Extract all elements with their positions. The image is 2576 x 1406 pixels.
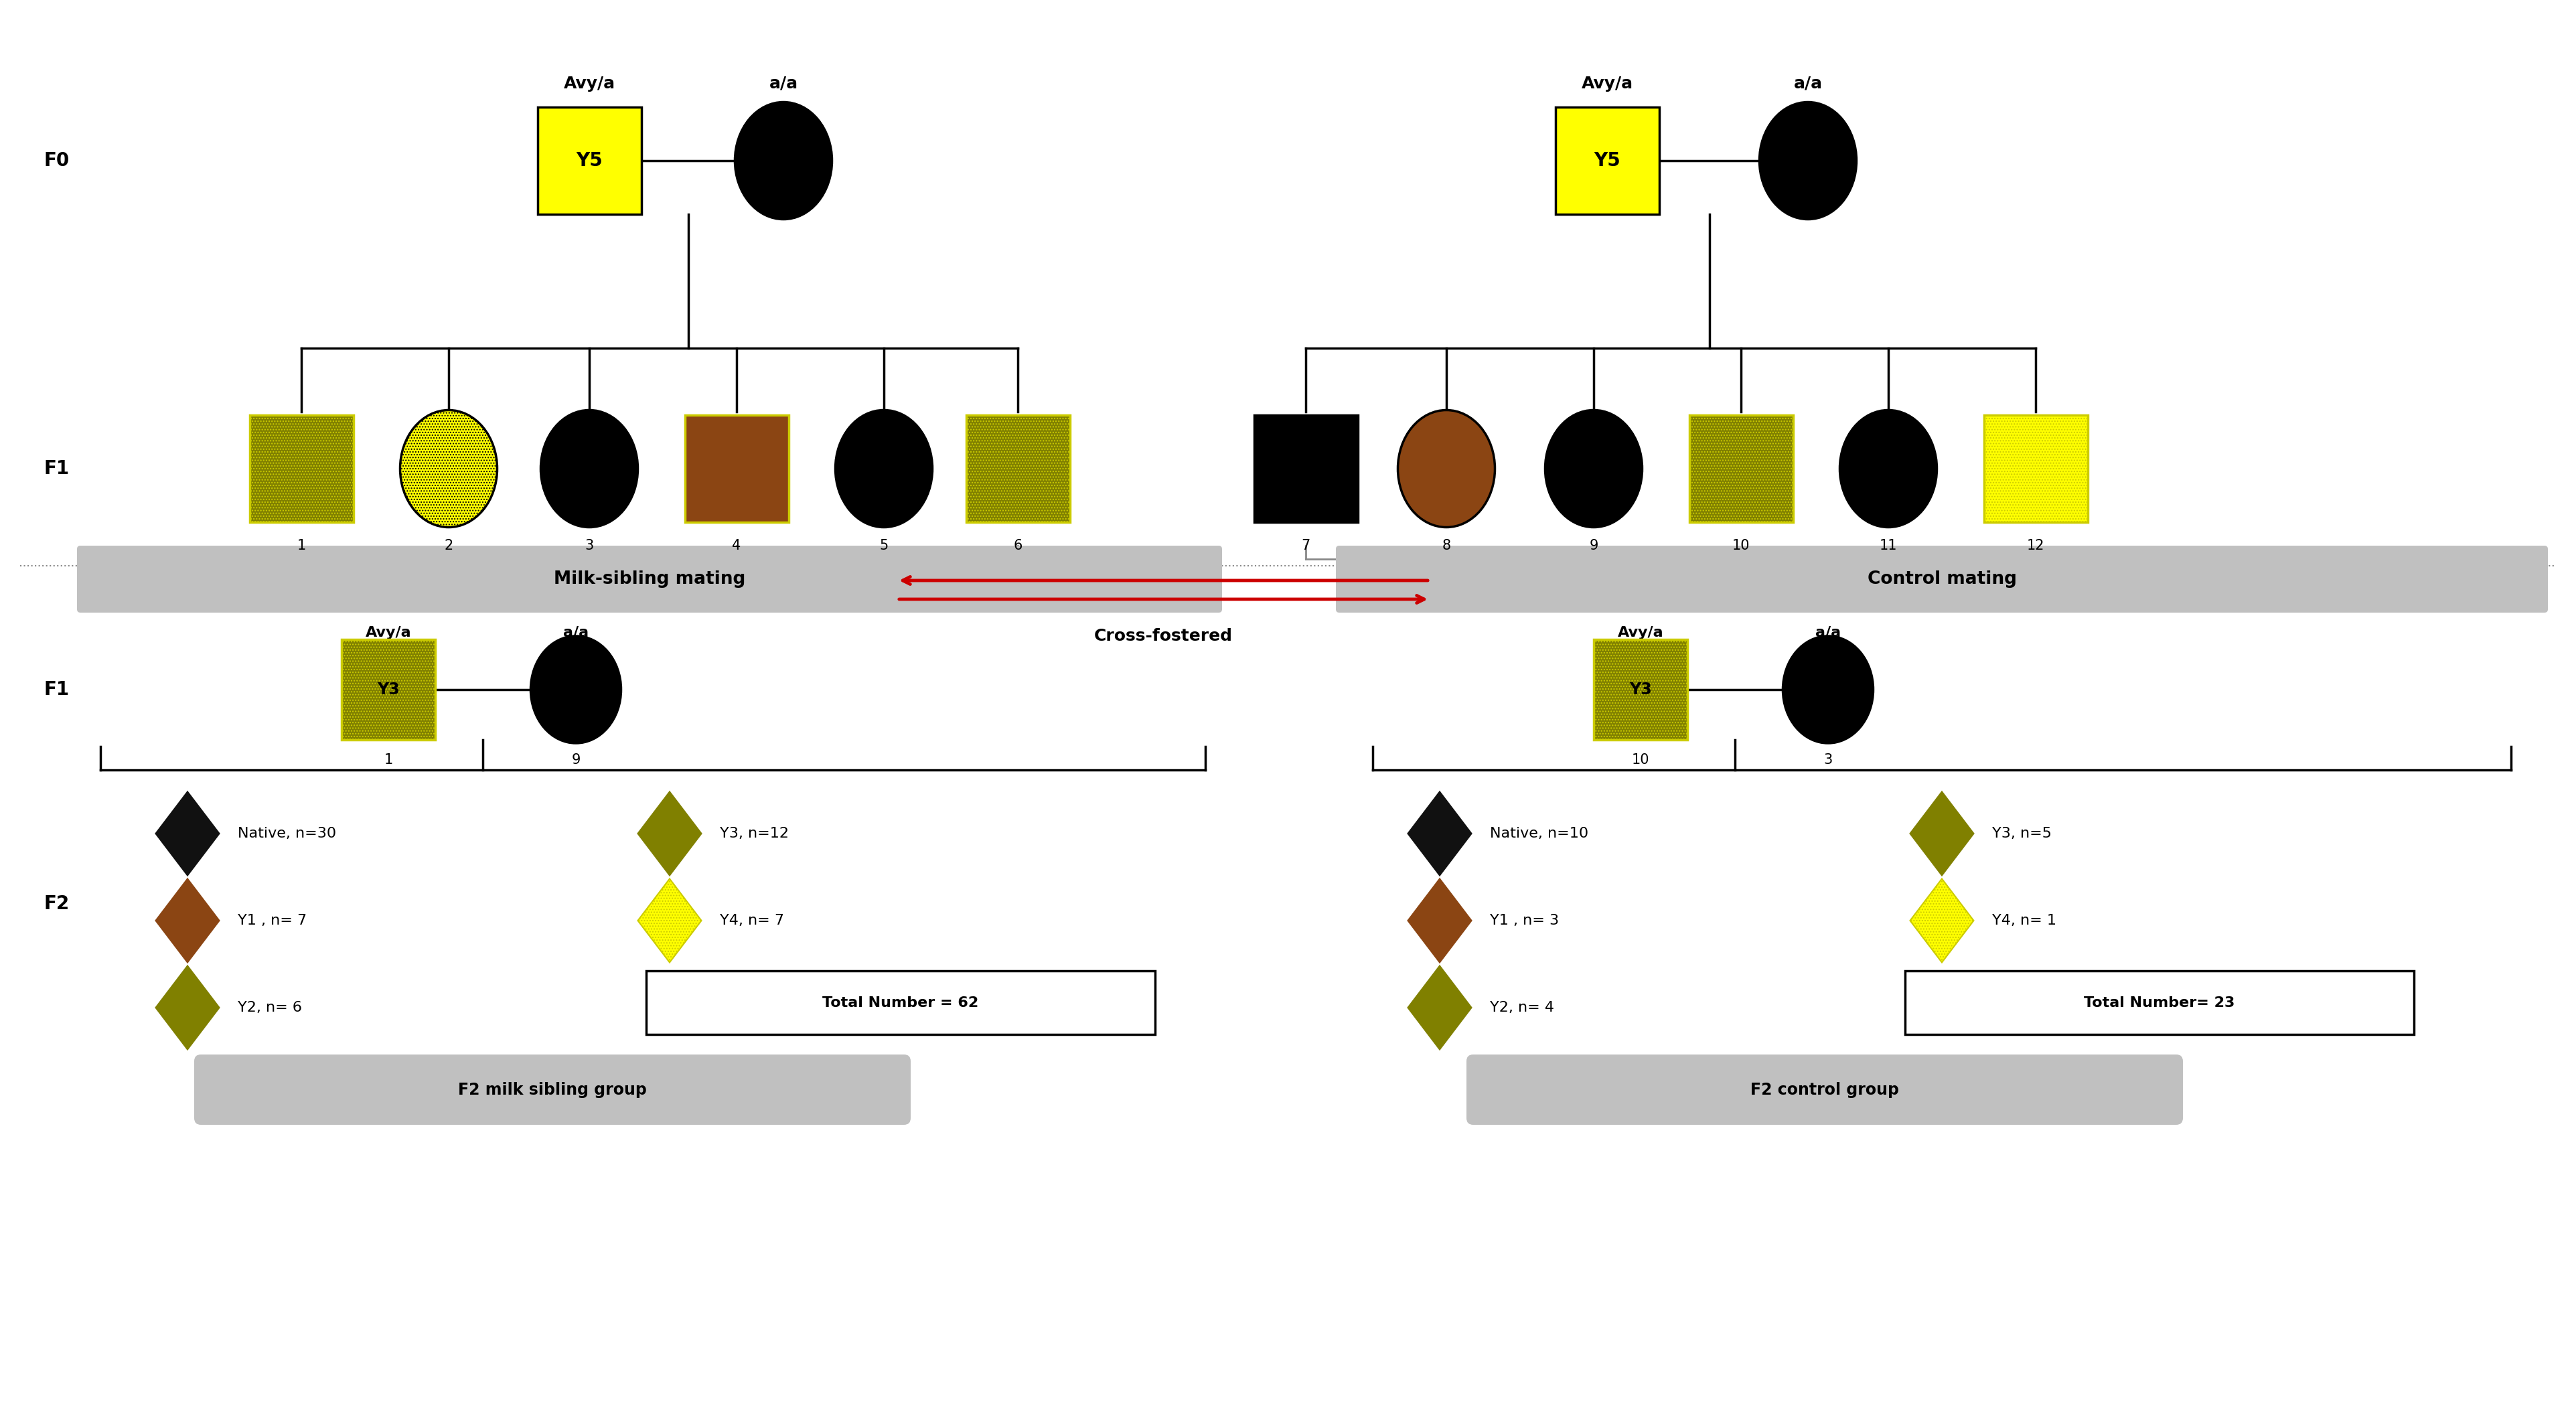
Polygon shape	[1909, 792, 1973, 876]
Text: 7: 7	[1301, 538, 1311, 553]
Text: Avy/a: Avy/a	[1618, 626, 1664, 640]
Ellipse shape	[399, 411, 497, 527]
Bar	[1255, 415, 1358, 522]
Text: F1: F1	[44, 460, 70, 478]
Bar	[1984, 415, 2087, 522]
Text: Y3: Y3	[1628, 682, 1651, 697]
Polygon shape	[155, 792, 219, 876]
Text: 12: 12	[2027, 538, 2045, 553]
Polygon shape	[1409, 792, 1471, 876]
Text: Avy/a: Avy/a	[1582, 76, 1633, 91]
Text: 10: 10	[1631, 754, 1649, 766]
Text: a/a: a/a	[770, 76, 799, 91]
Ellipse shape	[1546, 411, 1643, 527]
FancyBboxPatch shape	[1337, 546, 2548, 613]
Text: 6: 6	[1012, 538, 1023, 553]
Polygon shape	[1909, 879, 1973, 963]
Text: Cross-fostered: Cross-fostered	[1095, 628, 1234, 644]
Text: 2: 2	[443, 538, 453, 553]
Text: 3: 3	[1824, 754, 1832, 766]
Text: Native, n=10: Native, n=10	[1489, 827, 1589, 841]
Ellipse shape	[734, 103, 832, 219]
Polygon shape	[639, 792, 701, 876]
Ellipse shape	[531, 636, 621, 744]
Text: Total Number = 62: Total Number = 62	[822, 995, 979, 1010]
Text: Y4, n= 1: Y4, n= 1	[1991, 914, 2056, 928]
Text: 4: 4	[732, 538, 742, 553]
FancyBboxPatch shape	[77, 546, 1221, 613]
Text: Milk-sibling mating: Milk-sibling mating	[554, 571, 744, 588]
Bar	[966, 415, 1069, 522]
Text: Y1 , n= 3: Y1 , n= 3	[1489, 914, 1558, 928]
Text: Avy/a: Avy/a	[366, 626, 412, 640]
Ellipse shape	[1839, 411, 1937, 527]
Ellipse shape	[1399, 411, 1494, 527]
Text: Control mating: Control mating	[1868, 571, 2017, 588]
Bar	[250, 415, 353, 522]
Ellipse shape	[835, 411, 933, 527]
Text: F0: F0	[44, 152, 70, 170]
Polygon shape	[1409, 879, 1471, 963]
Text: 1: 1	[384, 754, 392, 766]
Text: Avy/a: Avy/a	[564, 76, 616, 91]
Ellipse shape	[1783, 636, 1873, 744]
Text: 1: 1	[296, 538, 307, 553]
Text: Y5: Y5	[1595, 152, 1620, 170]
Text: 9: 9	[572, 754, 580, 766]
Text: Y2, n= 4: Y2, n= 4	[1489, 1001, 1553, 1014]
Polygon shape	[155, 879, 219, 963]
Bar	[685, 415, 788, 522]
Text: a/a: a/a	[1793, 76, 1821, 91]
FancyBboxPatch shape	[1466, 1054, 2182, 1125]
Bar	[1595, 640, 1687, 740]
Polygon shape	[155, 966, 219, 1049]
Text: Y4, n= 7: Y4, n= 7	[719, 914, 783, 928]
Text: 8: 8	[1443, 538, 1450, 553]
Polygon shape	[1409, 966, 1471, 1049]
Text: a/a: a/a	[564, 626, 590, 640]
Ellipse shape	[1759, 103, 1857, 219]
Text: 11: 11	[1880, 538, 1896, 553]
Text: 3: 3	[585, 538, 592, 553]
Bar	[343, 640, 435, 740]
FancyBboxPatch shape	[1906, 970, 2414, 1035]
Text: Native, n=30: Native, n=30	[237, 827, 337, 841]
Text: 9: 9	[1589, 538, 1597, 553]
Polygon shape	[639, 879, 701, 963]
Text: a/a: a/a	[1816, 626, 1842, 640]
Text: Total Number= 23: Total Number= 23	[2084, 995, 2236, 1010]
Text: 10: 10	[1731, 538, 1749, 553]
Ellipse shape	[541, 411, 639, 527]
Text: Y2, n= 6: Y2, n= 6	[237, 1001, 301, 1014]
FancyBboxPatch shape	[647, 970, 1154, 1035]
Text: Y5: Y5	[577, 152, 603, 170]
Text: 5: 5	[878, 538, 889, 553]
Text: Y1 , n= 7: Y1 , n= 7	[237, 914, 307, 928]
Text: F1: F1	[44, 681, 70, 699]
Text: Y3, n=5: Y3, n=5	[1991, 827, 2050, 841]
Text: F2 control group: F2 control group	[1749, 1081, 1899, 1098]
Text: Y3, n=12: Y3, n=12	[719, 827, 788, 841]
Text: F2: F2	[44, 894, 70, 914]
Bar	[538, 107, 641, 214]
Text: Y3: Y3	[376, 682, 399, 697]
Bar	[1690, 415, 1793, 522]
Bar	[1556, 107, 1659, 214]
Text: F2 milk sibling group: F2 milk sibling group	[459, 1081, 647, 1098]
FancyBboxPatch shape	[193, 1054, 912, 1125]
